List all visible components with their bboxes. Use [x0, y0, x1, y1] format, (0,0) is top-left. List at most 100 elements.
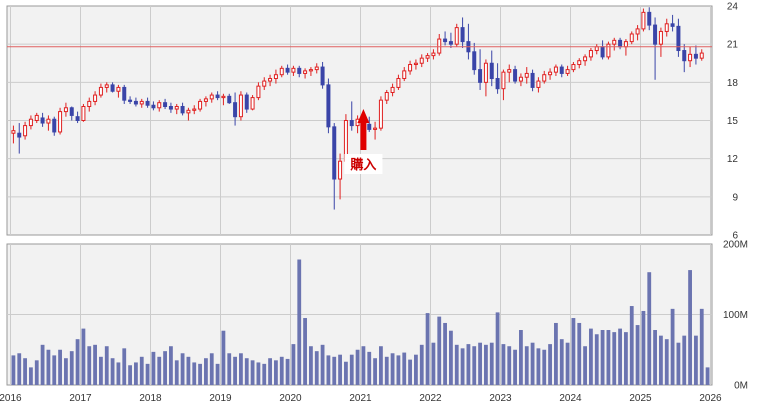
- volume-bar: [676, 342, 681, 385]
- volume-bar: [326, 355, 331, 385]
- x-tick-label: 2022: [419, 393, 442, 404]
- candle: [273, 69, 278, 84]
- volume-bar: [542, 349, 547, 385]
- candle-body-up: [93, 94, 98, 102]
- candle-body-up: [402, 70, 407, 80]
- x-tick-label: 2025: [629, 393, 652, 404]
- candle: [583, 54, 588, 66]
- candle-body-down: [472, 51, 477, 71]
- candle: [52, 116, 57, 136]
- candle-body-down: [530, 72, 535, 88]
- candle: [629, 31, 634, 45]
- candle-body-up: [413, 62, 418, 66]
- candle: [612, 37, 617, 51]
- candle: [174, 103, 179, 115]
- x-tick-label: 2019: [209, 393, 232, 404]
- candle: [34, 112, 39, 124]
- candle-body-down: [128, 99, 133, 102]
- candle-body-down: [40, 117, 45, 124]
- candle: [419, 54, 424, 68]
- volume-y-axis: 0M 100M 200M: [723, 240, 748, 392]
- candle-body-up: [256, 85, 261, 99]
- candle-body-up: [262, 80, 267, 87]
- candle-body-down: [215, 94, 220, 99]
- volume-bar: [17, 353, 22, 385]
- candle: [373, 121, 378, 140]
- candle: [606, 41, 611, 60]
- candle: [256, 82, 261, 101]
- candle-body-down: [653, 24, 658, 45]
- candle: [658, 27, 663, 57]
- x-tick-label: 2021: [349, 393, 372, 404]
- candle: [250, 95, 255, 111]
- volume-bar: [600, 330, 605, 385]
- volume-bar: [134, 362, 138, 385]
- candle: [495, 63, 500, 94]
- volume-bar: [682, 335, 687, 385]
- candle-body-up: [378, 99, 383, 129]
- candle-body-up: [699, 52, 704, 59]
- volume-bar: [93, 344, 97, 385]
- candle: [693, 45, 698, 65]
- volume-bar: [233, 356, 237, 385]
- volume-bar: [268, 358, 272, 385]
- volume-bar: [40, 344, 45, 385]
- candle-body-down: [227, 95, 232, 104]
- candle-body-up: [238, 94, 243, 118]
- candle-body-up: [454, 27, 459, 45]
- candle-body-up: [419, 57, 424, 64]
- price-y-tick-label: 24: [727, 2, 739, 13]
- x-tick-label: 2017: [69, 393, 92, 404]
- volume-bar: [320, 344, 325, 385]
- volume-bar: [11, 355, 16, 385]
- volume-bar: [69, 351, 74, 385]
- volume-bar: [163, 351, 167, 385]
- candle-body-up: [606, 43, 611, 58]
- candle-body-down: [460, 27, 465, 43]
- volume-bar: [87, 346, 92, 385]
- x-tick-label: 2016: [0, 393, 22, 404]
- candle: [145, 97, 150, 108]
- volume-bar: [577, 322, 582, 385]
- candle-body-up: [303, 70, 308, 74]
- price-y-tick-label: 9: [732, 192, 738, 203]
- volume-bar: [303, 318, 307, 385]
- candle-body-up: [279, 67, 284, 76]
- candle-body-up: [209, 94, 214, 100]
- buy-label: 購入: [349, 157, 376, 172]
- candle: [215, 91, 220, 101]
- volume-bar: [169, 346, 173, 385]
- volume-bar: [52, 355, 57, 385]
- volume-bar: [379, 346, 383, 385]
- candle-body-up: [408, 64, 413, 72]
- volume-bar: [641, 310, 646, 385]
- candle-body-down: [233, 102, 238, 118]
- volume-bar: [75, 339, 80, 385]
- candle-body-down: [285, 67, 290, 73]
- candle: [110, 82, 115, 93]
- candle: [518, 73, 523, 87]
- candle: [571, 61, 576, 73]
- volume-bar: [256, 362, 261, 385]
- candle: [285, 64, 290, 75]
- volume-bar: [192, 362, 197, 385]
- candle-body-up: [192, 108, 197, 111]
- volume-bar: [554, 322, 558, 385]
- candle-body-down: [600, 46, 605, 58]
- volume-bar: [478, 342, 482, 385]
- candle: [268, 74, 273, 87]
- candle-body-up: [583, 56, 588, 62]
- candle-body-up: [425, 55, 430, 59]
- candle: [413, 59, 418, 70]
- candle-body-up: [373, 127, 378, 130]
- candle: [186, 107, 191, 121]
- candle-body-up: [536, 80, 541, 88]
- candle-body-up: [28, 118, 33, 127]
- volume-bar: [472, 346, 477, 385]
- candle: [180, 102, 185, 116]
- candle-body-up: [34, 114, 39, 121]
- price-y-tick-label: 12: [727, 154, 739, 165]
- volume-bar: [571, 318, 576, 385]
- candle: [577, 58, 582, 69]
- candle: [548, 68, 553, 80]
